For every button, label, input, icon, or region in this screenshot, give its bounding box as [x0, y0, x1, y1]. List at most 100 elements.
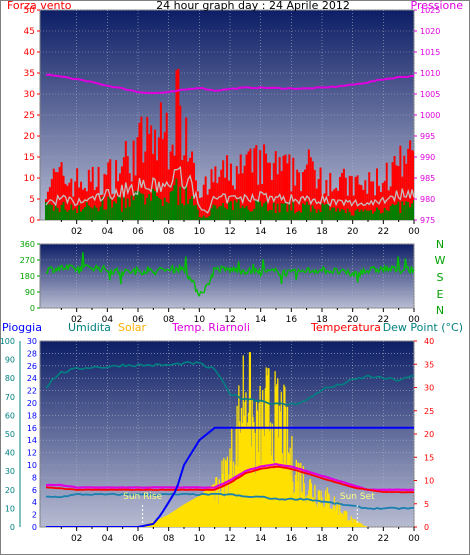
humidity-y-tick-label: 80: [5, 374, 15, 383]
temp-y-tick-label: 15: [424, 453, 434, 462]
direction-y-tick-label: 360: [20, 240, 35, 249]
humidity-y-tick-label: 90: [5, 356, 15, 365]
humidity-y-tick-label: 20: [5, 486, 15, 495]
pressure-y-tick-label: 980: [420, 195, 435, 204]
pressure-y-tick-label: 1025: [420, 6, 440, 15]
wind-y-tick-label: 5: [29, 195, 35, 205]
humidity-y-tick-label: 0: [10, 523, 15, 532]
wind-y-tick-label: 45: [24, 27, 35, 37]
wind-y-tick-label: 25: [24, 111, 35, 121]
direction-x-tick-label: 08: [163, 315, 175, 325]
direction-x-tick-label: 20: [347, 315, 359, 325]
pressure-y-tick-label: 1020: [420, 27, 440, 36]
direction-y-tick-label: 90: [25, 288, 35, 297]
heat-index-legend: Temp. Riarnoli: [171, 321, 250, 334]
temp-y-tick-label: 25: [424, 407, 434, 416]
direction-x-tick-label: 00: [408, 315, 420, 325]
wind-x-tick-label: 00: [408, 227, 420, 237]
wind-mean-line: [45, 165, 414, 214]
temp-y-tick-label: 30: [424, 384, 434, 393]
rain-y-tick-label: 16: [27, 424, 37, 433]
direction-x-tick-label: 12: [224, 315, 235, 325]
rain-y-tick-label: 12: [27, 449, 37, 458]
humidity-y-tick-label: 50: [5, 430, 15, 439]
pressure-y-tick-label: 975: [420, 216, 435, 225]
rain-y-tick-label: 4: [32, 498, 37, 507]
direction-y-tick-label: 270: [20, 256, 35, 265]
bottom-x-tick-label: 04: [102, 534, 114, 544]
pressure-y-tick-label: 990: [420, 153, 435, 162]
compass-label: W: [435, 254, 446, 267]
pressure-y-tick-label: 985: [420, 174, 435, 183]
wind-x-tick-label: 22: [378, 227, 389, 237]
rain-line: [46, 426, 414, 527]
temp-y-tick-label: 40: [424, 337, 434, 346]
wind-y-tick-label: 30: [24, 90, 36, 100]
compass-label: N: [436, 238, 444, 251]
direction-x-tick-label: 16: [286, 315, 298, 325]
temp-y-tick-label: 20: [424, 430, 434, 439]
wind-x-tick-label: 14: [255, 227, 267, 237]
sun-set-label: Sun Set: [340, 492, 375, 502]
wind-x-tick-label: 02: [71, 227, 82, 237]
compass-label: E: [437, 288, 444, 301]
wind-y-tick-label: 0: [29, 216, 35, 226]
direction-x-tick-label: 02: [71, 315, 82, 325]
chart-title: 24 hour graph day : 24 Aprile 2012: [156, 0, 350, 12]
temp-y-tick-label: 0: [424, 523, 429, 532]
wind-y-tick-label: 40: [24, 48, 36, 58]
pressure-y-tick-label: 995: [420, 132, 435, 141]
direction-x-tick-label: 14: [255, 315, 267, 325]
wind-x-tick-label: 06: [132, 227, 144, 237]
direction-y-tick-label: 180: [20, 272, 35, 281]
bottom-x-tick-label: 16: [286, 534, 298, 544]
humidity-y-tick-label: 70: [5, 393, 15, 402]
temp-y-tick-label: 10: [424, 477, 434, 486]
humidity-y-tick-label: 100: [0, 337, 15, 346]
wind-y-tick-label: 35: [24, 69, 35, 79]
direction-y-tick-label: 0: [30, 304, 35, 313]
dewpoint-legend: Dew Point (°C): [383, 321, 463, 334]
rain-y-tick-label: 8: [32, 473, 37, 482]
humidity-line: [45, 361, 414, 406]
temperature-line: [45, 465, 414, 494]
compass-label: S: [437, 271, 444, 284]
wind-x-tick-label: 12: [224, 227, 235, 237]
rain-legend: Pioggia: [2, 321, 42, 334]
humidity-legend: Umidita: [68, 321, 111, 334]
wind-y-tick-label: 15: [24, 153, 35, 163]
bottom-x-tick-label: 02: [71, 534, 82, 544]
direction-x-tick-label: 06: [132, 315, 144, 325]
rain-y-tick-label: 14: [27, 436, 37, 445]
pressure-y-tick-label: 1010: [420, 69, 440, 78]
wind-x-tick-label: 18: [316, 227, 328, 237]
pressure-axis-title: Pressione: [411, 0, 464, 12]
rain-y-tick-label: 6: [32, 486, 37, 495]
direction-x-tick-label: 18: [316, 315, 328, 325]
bottom-x-tick-label: 00: [408, 534, 420, 544]
wind-y-tick-label: 10: [24, 174, 36, 184]
wind-x-tick-label: 08: [163, 227, 175, 237]
humidity-y-tick-label: 10: [5, 504, 15, 513]
temperature-legend: Temperatura: [310, 321, 381, 334]
temp-y-tick-label: 35: [424, 360, 434, 369]
dewpoint-line: [46, 492, 414, 511]
solar-legend: Solar: [118, 321, 147, 334]
wind-y-tick-label: 50: [24, 6, 36, 16]
direction-x-tick-label: 04: [102, 315, 114, 325]
pressure-y-tick-label: 1015: [420, 48, 440, 57]
pressure-y-tick-label: 1005: [420, 90, 440, 99]
wind-axis-title: Forza vento: [7, 0, 72, 12]
humidity-y-tick-label: 60: [5, 411, 15, 420]
humidity-y-tick-label: 40: [5, 449, 15, 458]
wind-x-tick-label: 16: [286, 227, 298, 237]
bottom-x-tick-label: 20: [347, 534, 359, 544]
direction-x-tick-label: 22: [378, 315, 389, 325]
rain-y-tick-label: 22: [27, 387, 37, 396]
pressure-y-tick-label: 1000: [420, 111, 440, 120]
rain-y-tick-label: 10: [27, 461, 37, 470]
pressure-line: [45, 73, 414, 94]
wind-direction-line: [45, 252, 415, 297]
direction-x-tick-label: 10: [194, 315, 206, 325]
